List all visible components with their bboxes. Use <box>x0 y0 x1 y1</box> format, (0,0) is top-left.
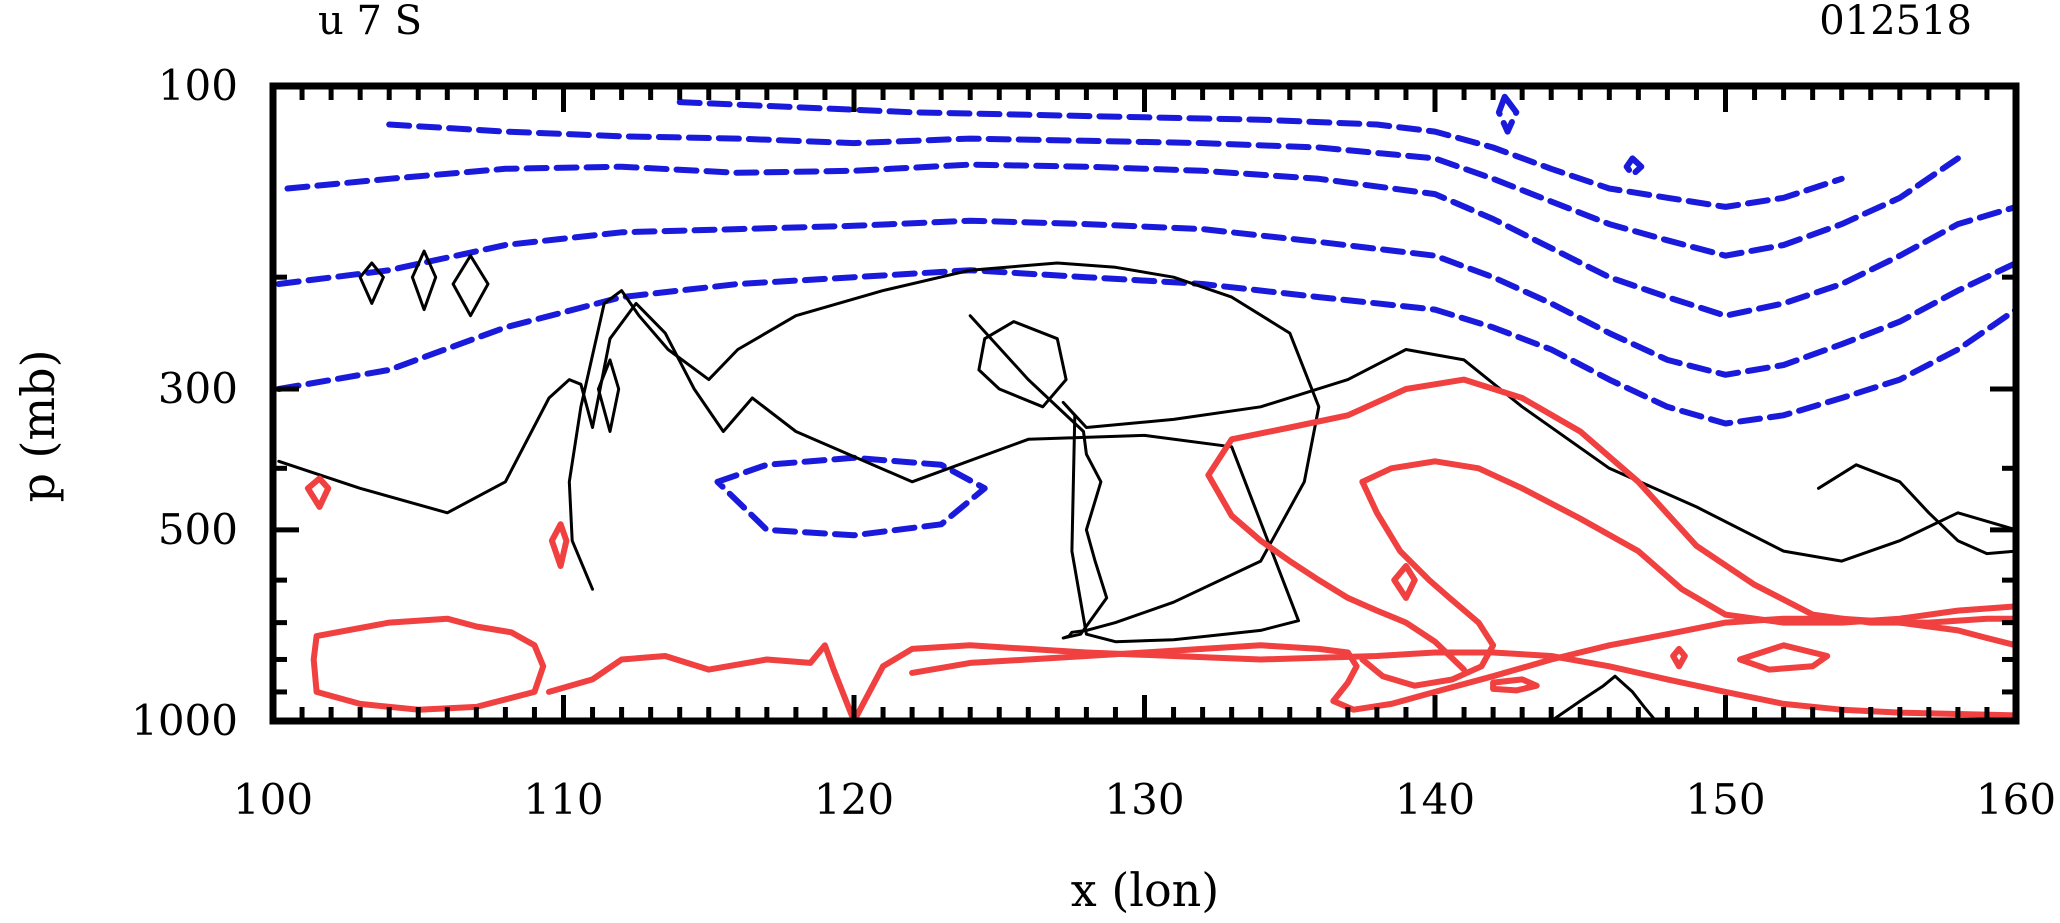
contour-positive-23 <box>1205 472 1467 673</box>
contour-negative-0 <box>275 267 2019 427</box>
contour-zero-13 <box>451 254 490 318</box>
x-tick-label-100: 100 <box>233 775 313 824</box>
x-tick-label-120: 120 <box>814 775 894 824</box>
y-axis-label: p (mb) <box>11 349 65 502</box>
y-tick-label-100: 100 <box>158 61 238 110</box>
contour-negative-1 <box>275 217 2019 378</box>
contour-positive-28 <box>1670 645 1688 670</box>
chart-run-id: 012518 <box>1819 0 1972 44</box>
contour-positive-25 <box>1359 478 1497 689</box>
contour-positive-19 <box>548 521 570 569</box>
x-axis-label: x (lon) <box>1071 863 1220 917</box>
contour-zero-11 <box>358 261 385 305</box>
contour-negative-7 <box>1623 155 1645 178</box>
contour-positive-24 <box>1359 458 2019 626</box>
contour-negative-2 <box>284 161 2019 319</box>
contour-negative-5 <box>714 454 988 539</box>
y-tick-label-300: 300 <box>158 364 238 413</box>
contour-negative-3 <box>386 121 1961 259</box>
contour-zero-16 <box>1549 674 1658 723</box>
contour-zero-15 <box>1817 463 2018 556</box>
y-tick-label-1000: 1000 <box>131 696 238 745</box>
contour-lines <box>275 93 2019 724</box>
contour-zero-10 <box>977 320 1068 409</box>
contour-negative-6 <box>1495 93 1520 135</box>
x-tick-label-130: 130 <box>1104 775 1184 824</box>
x-tick-label-150: 150 <box>1685 775 1765 824</box>
contour-positive-17 <box>310 615 547 713</box>
axis-ticks <box>270 83 2019 724</box>
chart-title: u 7 S <box>318 0 422 44</box>
contour-zero-8 <box>277 301 2018 644</box>
contour-positive-27 <box>1737 642 1831 673</box>
contour-negative-4 <box>676 99 1845 210</box>
x-tick-label-110: 110 <box>523 775 603 824</box>
contour-zero-12 <box>410 249 438 312</box>
x-tick-label-140: 140 <box>1395 775 1475 824</box>
plot-frame <box>269 82 2020 725</box>
contour-positive-22 <box>1205 376 2019 626</box>
contour-positive-18 <box>304 475 332 510</box>
y-axis-tick-labels: 100 300 500 1000 <box>131 61 238 745</box>
x-tick-label-160: 160 <box>1976 775 2056 824</box>
contour-positive-29 <box>1490 676 1540 694</box>
x-axis-tick-labels: 100 110 120 130 140 150 160 <box>233 775 2056 824</box>
contour-zero-14 <box>596 358 621 433</box>
contour-zero-9 <box>567 261 1321 640</box>
contour-positive-26 <box>1391 563 1418 601</box>
y-tick-label-500: 500 <box>158 505 238 554</box>
